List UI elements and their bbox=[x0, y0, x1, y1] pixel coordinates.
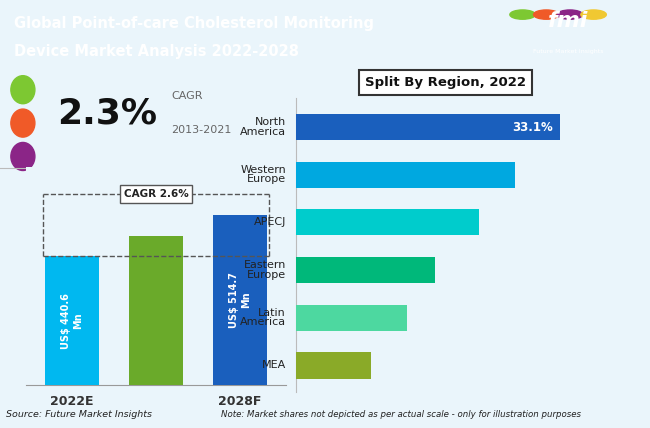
Bar bbox=[296, 162, 515, 188]
Text: 2.3%: 2.3% bbox=[57, 96, 157, 130]
Bar bbox=[296, 305, 408, 331]
Text: 33.1%: 33.1% bbox=[512, 121, 553, 134]
Bar bbox=[129, 235, 183, 385]
Text: Future Market Insights: Future Market Insights bbox=[533, 49, 603, 54]
Circle shape bbox=[11, 109, 35, 137]
Circle shape bbox=[11, 143, 35, 170]
Circle shape bbox=[557, 10, 582, 19]
Bar bbox=[296, 209, 479, 235]
Bar bbox=[45, 256, 99, 385]
Text: 2013-2021: 2013-2021 bbox=[172, 125, 232, 135]
Text: Global Point-of-care Cholesterol Monitoring: Global Point-of-care Cholesterol Monitor… bbox=[14, 16, 374, 31]
Text: fmi: fmi bbox=[548, 11, 588, 31]
Text: Device Market Analysis 2022-2028: Device Market Analysis 2022-2028 bbox=[14, 44, 299, 59]
Bar bbox=[296, 257, 436, 283]
Circle shape bbox=[534, 10, 559, 19]
Text: Source: Future Market Insights: Source: Future Market Insights bbox=[6, 410, 153, 419]
Bar bbox=[213, 215, 267, 385]
Bar bbox=[296, 114, 560, 140]
Text: US$ 514.7
Mn: US$ 514.7 Mn bbox=[229, 272, 251, 328]
Text: CAGR 2.6%: CAGR 2.6% bbox=[124, 189, 188, 199]
Text: Split By Region, 2022: Split By Region, 2022 bbox=[365, 76, 526, 89]
Text: CAGR: CAGR bbox=[172, 92, 203, 101]
Text: Note: Market shares not depicted as per actual scale - only for illustration pur: Note: Market shares not depicted as per … bbox=[221, 410, 581, 419]
Bar bbox=[296, 352, 371, 378]
Circle shape bbox=[581, 10, 606, 19]
Circle shape bbox=[510, 10, 536, 19]
Text: US$ 440.6
Mn: US$ 440.6 Mn bbox=[61, 293, 83, 349]
Circle shape bbox=[11, 76, 35, 104]
